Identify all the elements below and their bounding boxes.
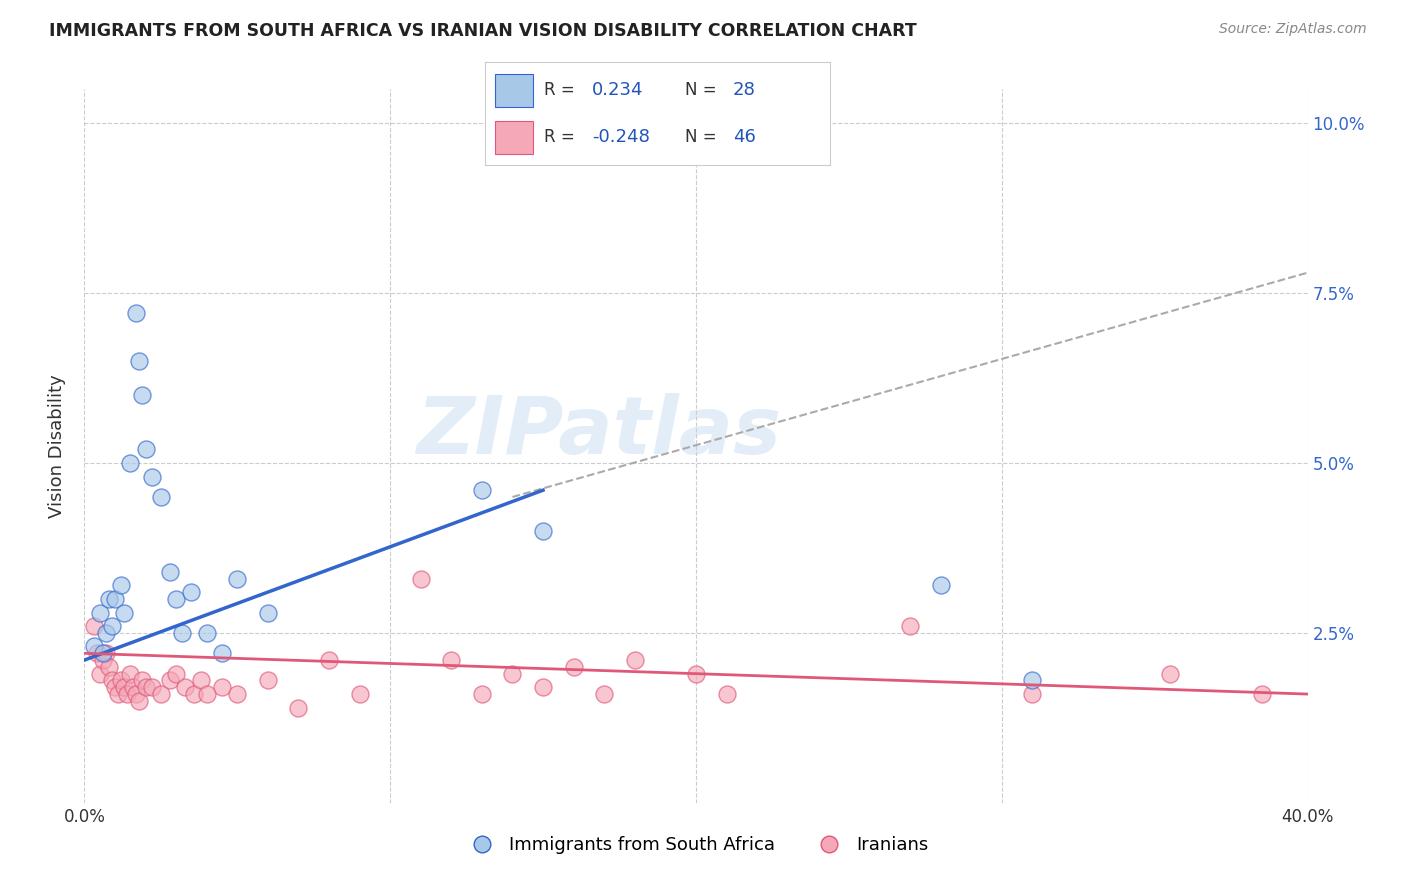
Point (125, 306, 148, 320)
Point (180, 585, 202, 599)
Point (159, 565, 181, 579)
Point (125, 687, 148, 701)
Point (471, 687, 494, 701)
Point (104, 591, 127, 606)
Point (211, 680, 233, 694)
Point (440, 653, 463, 667)
Point (135, 680, 157, 694)
Text: R =: R = (544, 128, 579, 146)
Point (83, 619, 105, 633)
FancyBboxPatch shape (495, 121, 533, 153)
Point (226, 687, 249, 701)
Point (101, 619, 124, 633)
Point (1250, 687, 1272, 701)
Point (257, 606, 280, 620)
Point (83, 640, 105, 654)
Point (562, 660, 585, 674)
Point (172, 626, 194, 640)
Point (120, 456, 142, 470)
Text: -0.248: -0.248 (592, 128, 650, 146)
Point (593, 687, 616, 701)
Point (91, 653, 114, 667)
Point (97, 660, 120, 674)
Point (1021, 673, 1043, 688)
Point (898, 619, 921, 633)
Text: Source: ZipAtlas.com: Source: ZipAtlas.com (1219, 22, 1367, 37)
Point (183, 687, 205, 701)
Point (86, 646, 108, 660)
Text: ZIPatlas: ZIPatlas (416, 392, 780, 471)
Point (131, 673, 153, 688)
Point (141, 469, 163, 483)
Point (141, 680, 163, 694)
Point (112, 606, 135, 620)
Point (409, 572, 432, 586)
Point (159, 673, 181, 688)
Point (685, 666, 707, 681)
Point (110, 673, 132, 688)
Point (97, 591, 120, 606)
Point (716, 687, 738, 701)
Point (165, 666, 187, 681)
Point (122, 680, 145, 694)
Point (91, 646, 114, 660)
Point (190, 673, 212, 688)
Point (120, 666, 142, 681)
Point (128, 354, 150, 368)
Point (195, 626, 218, 640)
Point (104, 680, 127, 694)
Legend: Immigrants from South Africa, Iranians: Immigrants from South Africa, Iranians (457, 830, 935, 862)
Point (531, 680, 554, 694)
Point (257, 673, 280, 688)
Point (94, 646, 117, 660)
Text: 28: 28 (733, 81, 756, 99)
Point (195, 687, 218, 701)
Point (624, 653, 647, 667)
Point (89, 606, 111, 620)
Point (107, 687, 129, 701)
Point (287, 700, 309, 714)
Point (131, 388, 153, 402)
Point (112, 680, 135, 694)
Point (128, 694, 150, 708)
Point (94, 626, 117, 640)
Point (174, 680, 197, 694)
Point (165, 591, 187, 606)
Point (211, 646, 233, 660)
Point (149, 687, 172, 701)
Point (531, 524, 554, 538)
Text: R =: R = (544, 81, 579, 99)
Point (349, 687, 371, 701)
Point (929, 578, 952, 592)
Point (135, 442, 157, 457)
Text: N =: N = (685, 128, 721, 146)
Point (149, 490, 172, 504)
Text: N =: N = (685, 81, 721, 99)
Point (318, 653, 340, 667)
Point (471, 483, 494, 498)
Text: IMMIGRANTS FROM SOUTH AFRICA VS IRANIAN VISION DISABILITY CORRELATION CHART: IMMIGRANTS FROM SOUTH AFRICA VS IRANIAN … (49, 22, 917, 40)
Point (1021, 687, 1043, 701)
Y-axis label: Vision Disability: Vision Disability (48, 374, 66, 518)
Point (110, 578, 132, 592)
Point (502, 666, 524, 681)
Point (115, 687, 138, 701)
FancyBboxPatch shape (495, 74, 533, 106)
Point (101, 673, 124, 688)
Text: 46: 46 (733, 128, 756, 146)
Point (1159, 666, 1181, 681)
Point (89, 666, 111, 681)
Text: 0.234: 0.234 (592, 81, 644, 99)
Point (226, 572, 249, 586)
